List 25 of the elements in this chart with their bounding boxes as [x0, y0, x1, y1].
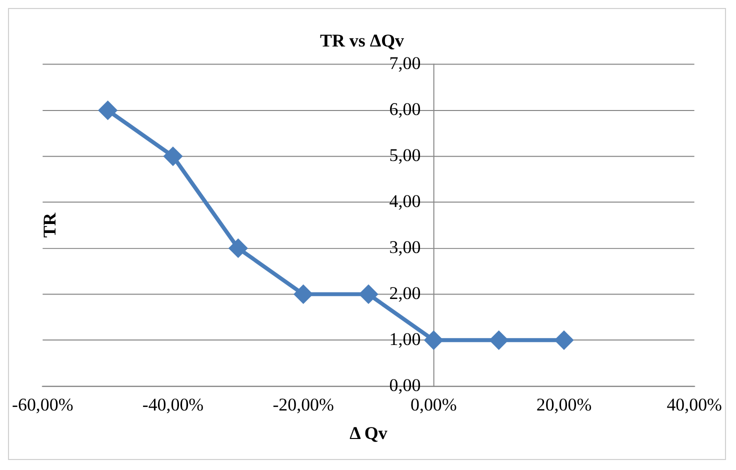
point: [424, 331, 443, 350]
y-tick-label: 1,00: [389, 328, 421, 349]
x-tick-label: -40,00%: [142, 394, 204, 415]
chart-title: TR vs ΔQv: [320, 30, 404, 50]
y-tick-label: 3,00: [389, 236, 421, 257]
y-tick-label: 4,00: [389, 190, 421, 211]
point: [490, 331, 508, 350]
x-tick-label: -20,00%: [272, 394, 334, 415]
x-tick-label: -60,00%: [12, 394, 74, 415]
point: [164, 147, 182, 166]
y-tick-label: 0,00: [389, 374, 421, 395]
point: [555, 331, 573, 350]
x-tick-label: 20,00%: [536, 394, 592, 415]
y-tick-label: 7,00: [389, 53, 421, 74]
y-tick-label: 2,00: [389, 282, 421, 303]
x-tick-label: 40,00%: [666, 394, 722, 415]
point: [229, 239, 248, 258]
x-axis-title: Δ Qv: [350, 422, 388, 443]
y-axis-title: TR: [40, 212, 60, 238]
y-tick-label: 6,00: [389, 99, 421, 120]
point: [294, 285, 312, 304]
x-tick-label: 0,00%: [410, 394, 457, 415]
point: [360, 285, 378, 304]
point: [98, 101, 117, 120]
y-tick-label: 5,00: [389, 145, 421, 165]
